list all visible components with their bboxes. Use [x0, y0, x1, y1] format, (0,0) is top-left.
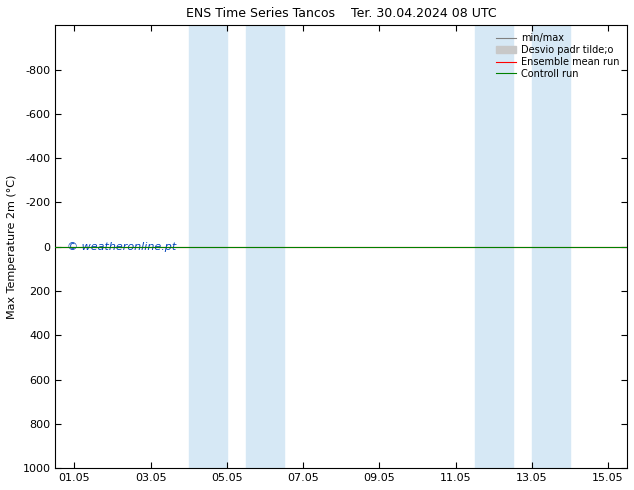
Bar: [475, 25, 513, 468]
Title: ENS Time Series Tancos    Ter. 30.04.2024 08 UTC: ENS Time Series Tancos Ter. 30.04.2024 0…: [186, 7, 496, 20]
Bar: [246, 25, 284, 468]
Legend: min/max, Desvio padr tilde;o, Ensemble mean run, Controll run: min/max, Desvio padr tilde;o, Ensemble m…: [493, 30, 622, 82]
Text: © weatheronline.pt: © weatheronline.pt: [67, 242, 176, 252]
Bar: [189, 25, 227, 468]
Bar: [532, 25, 570, 468]
Y-axis label: Max Temperature 2m (°C): Max Temperature 2m (°C): [7, 174, 17, 319]
